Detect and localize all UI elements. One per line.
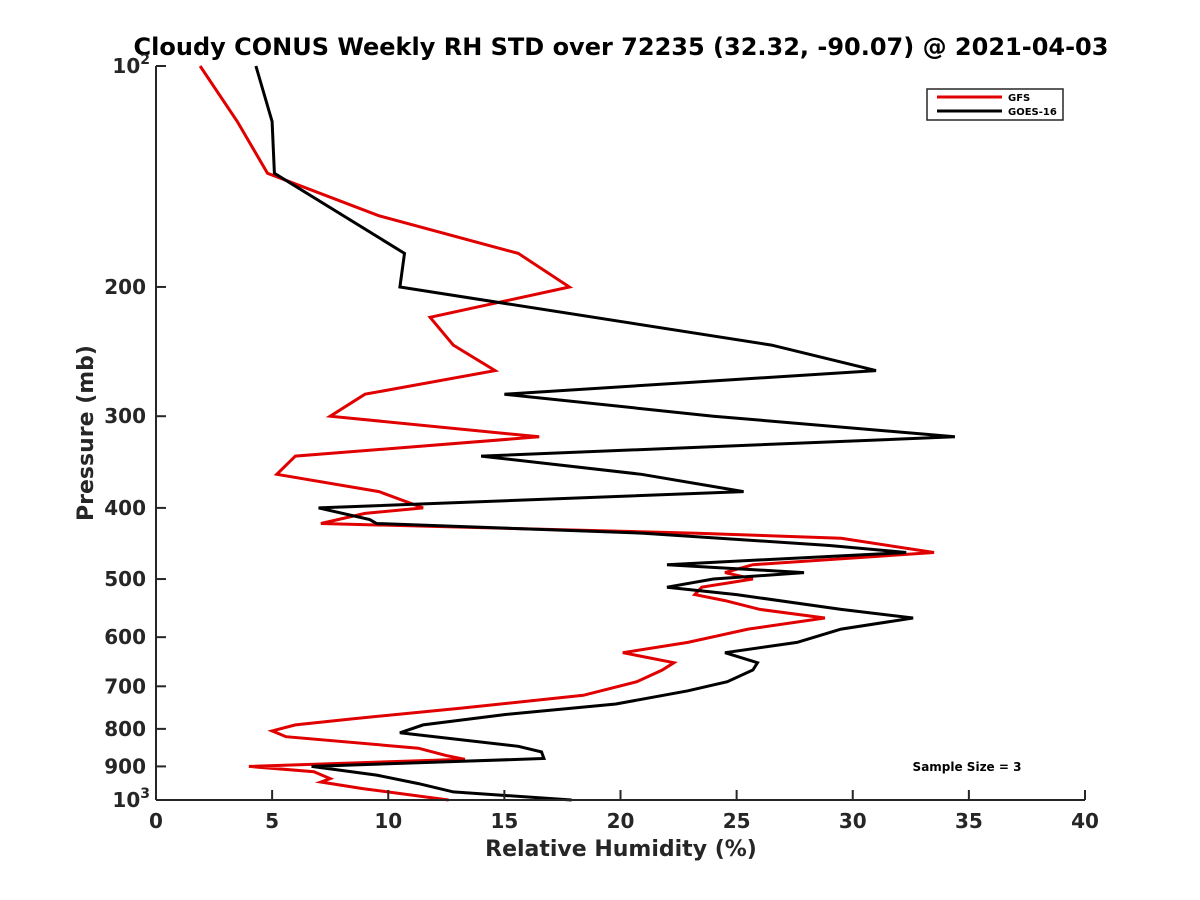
x-ticks: 0 5 10 15 20 25 30 35 40 [149, 790, 1099, 833]
y-ticks: 102 200 300 400 500 600 700 800 900 103 [104, 52, 166, 812]
legend: GFS GOES-16 [926, 88, 1064, 121]
y-tick-label: 600 [104, 625, 146, 649]
x-tick-label: 10 [374, 809, 402, 833]
y-tick-label: 200 [104, 275, 146, 299]
y-tick-label: 500 [104, 567, 146, 591]
x-tick-label: 20 [607, 809, 635, 833]
series-line-goes16 [254, 65, 956, 802]
x-tick-label: 35 [955, 809, 983, 833]
y-tick-label: 102 [112, 52, 150, 78]
legend-box [926, 88, 1064, 121]
x-tick-label: 0 [149, 809, 163, 833]
chart-title: Cloudy CONUS Weekly RH STD over 72235 (3… [134, 33, 1109, 61]
y-tick-label: 103 [112, 786, 150, 812]
y-axis-label: Pressure (mb) [74, 345, 99, 521]
x-tick-label: 5 [265, 809, 279, 833]
legend-label-gfs: GFS [1008, 93, 1030, 104]
series-layer [198, 65, 956, 802]
axes: 0 5 10 15 20 25 30 35 40 102 200 300 400 500 600 700 80… [104, 52, 1099, 833]
sample-size-annotation: Sample Size = 3 [913, 760, 1022, 774]
x-tick-label: 15 [490, 809, 518, 833]
legend-label-goes16: GOES-16 [1008, 107, 1057, 118]
y-tick-label: 300 [104, 404, 146, 428]
y-tick-label: 700 [104, 674, 146, 698]
x-tick-label: 25 [723, 809, 751, 833]
x-tick-label: 40 [1071, 809, 1099, 833]
y-tick-label: 900 [104, 754, 146, 778]
x-axis-label: Relative Humidity (%) [485, 837, 757, 862]
y-tick-label: 800 [104, 717, 146, 741]
x-tick-label: 30 [839, 809, 867, 833]
y-tick-label: 400 [104, 496, 146, 520]
